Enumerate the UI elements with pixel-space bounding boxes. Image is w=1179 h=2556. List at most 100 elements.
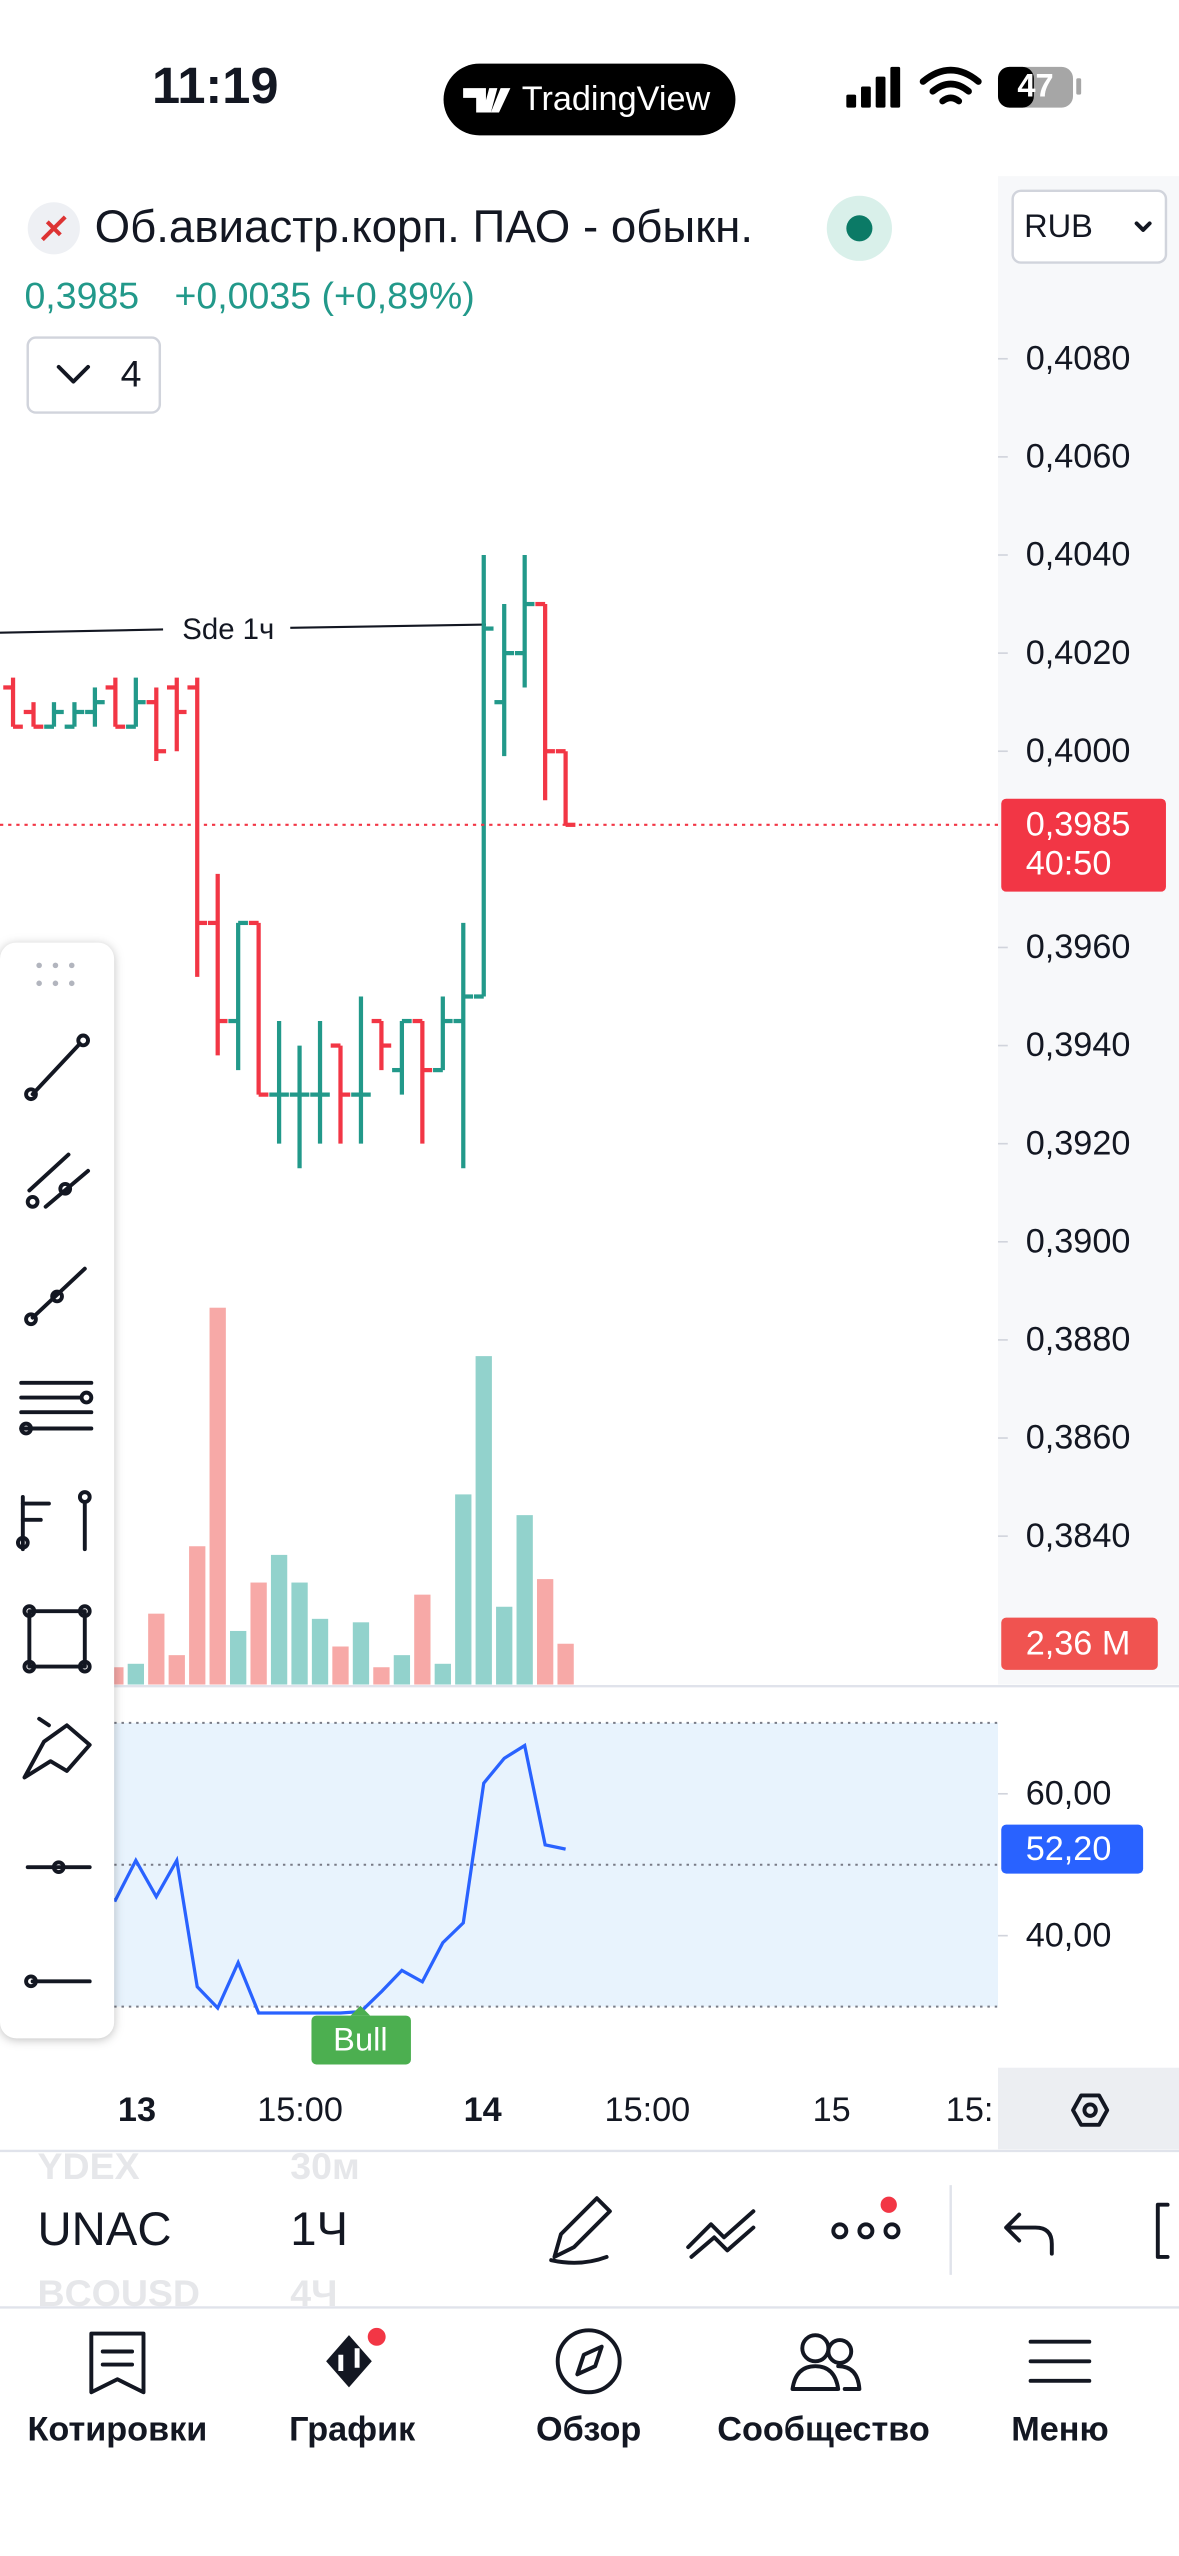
symbol-logo-mark: [40, 215, 67, 242]
volume-bar: [455, 1494, 472, 1685]
nav-chart-icon[interactable]: [326, 2327, 386, 2388]
rsi-tick-label: 40,00: [1026, 1916, 1112, 1954]
nav-label[interactable]: Котировки: [27, 2410, 207, 2448]
price-tick-label: 0,3900: [1026, 1222, 1131, 1260]
volume-bar: [414, 1594, 431, 1685]
volume-bar: [291, 1582, 308, 1685]
volume-bar: [168, 1655, 185, 1685]
last-price: 0,3985: [24, 274, 139, 316]
indicators-toggle[interactable]: [26, 336, 162, 414]
tool-pattern[interactable]: [15, 1490, 92, 1552]
volume-bar: [516, 1515, 533, 1685]
brand-pill: [443, 63, 736, 136]
symbol-current[interactable]: UNAC: [38, 2203, 172, 2256]
volume-bar: [536, 1579, 554, 1685]
interval-current[interactable]: 1Ч: [290, 2203, 348, 2256]
brand-name: TradingView: [522, 80, 711, 118]
tool-hline[interactable]: [25, 1860, 92, 1875]
volume-bar: [352, 1622, 370, 1685]
currency-select[interactable]: [1011, 189, 1168, 264]
volume-bar: [311, 1618, 329, 1685]
draw-button[interactable]: [549, 2196, 612, 2265]
symbol-name[interactable]: Об.авиастр.корп. ПАО - обыкн.: [95, 201, 753, 252]
rsi-layer: 60,00 40,00 52,20 Bull: [0, 1721, 1144, 2065]
signal-label: Bull: [333, 2020, 387, 2057]
volume-bar: [393, 1655, 411, 1685]
time-label: 15:00: [257, 2091, 343, 2129]
last-price-label: 0,3985: [1026, 805, 1131, 843]
drawing-line: [290, 623, 486, 629]
axis-settings-dot: [1082, 2102, 1098, 2118]
drawing-toolbar: [0, 942, 115, 2039]
drawing-label: Sde 1ч: [182, 613, 274, 646]
price-change: +0,0035 (+0,89%): [174, 274, 474, 316]
chart-layer: 0,4080 0,4060 0,4040 0,4020 0,4000 0,3960 0,39…: [0, 339, 1166, 2129]
tool-hray[interactable]: [24, 1974, 92, 1989]
signal-box: [311, 2015, 411, 2065]
volume-bar: [127, 1663, 144, 1685]
brand-logo: [463, 88, 511, 113]
volume-bar: [270, 1554, 288, 1685]
price-tick-label: 0,4060: [1026, 438, 1131, 476]
volume-bar: [230, 1630, 247, 1685]
tool-brush[interactable]: [22, 1716, 92, 1780]
chevron: [56, 364, 91, 384]
volume-bar: [373, 1667, 390, 1685]
nav-community-icon[interactable]: [790, 2333, 862, 2391]
settings-bg: [997, 2067, 1179, 2150]
time-label: 14: [464, 2091, 502, 2129]
price-axis-bg: [997, 176, 1179, 1685]
undo-button[interactable]: [1004, 2212, 1054, 2256]
symbol-prev[interactable]: YDEX: [38, 2145, 140, 2187]
tool-trendline[interactable]: [24, 1033, 91, 1102]
more-button[interactable]: [831, 2196, 901, 2240]
volume-bar: [209, 1307, 226, 1685]
nav-menu-icon[interactable]: [1028, 2339, 1092, 2383]
volume-label-box: [1001, 1617, 1158, 1670]
battery-text: 47: [1017, 67, 1053, 104]
time-label: 15:00: [605, 2091, 691, 2129]
price-tick-label: 0,3860: [1026, 1419, 1131, 1457]
rsi-value-box: [1001, 1824, 1144, 1874]
currency: RUB: [1024, 207, 1093, 244]
toolbar-grip: [36, 962, 75, 987]
fullscreen-button[interactable]: [1155, 2202, 1170, 2259]
volume-label: 2,36 M: [1026, 1624, 1131, 1662]
price-tick-label: 0,3840: [1026, 1517, 1131, 1555]
time-label: 13: [118, 2091, 156, 2129]
nav-label[interactable]: Сообщество: [717, 2410, 929, 2448]
indicators-button[interactable]: [686, 2209, 756, 2259]
indicator-count: 4: [121, 353, 142, 395]
volume-bar: [434, 1663, 451, 1685]
wifi-icon: [919, 67, 982, 105]
battery-level: [997, 66, 1034, 108]
tool-fib[interactable]: [19, 1380, 94, 1436]
tool-rectangle[interactable]: [22, 1604, 92, 1674]
battery-tip: [1076, 78, 1082, 95]
tool-parallel[interactable]: [25, 1152, 91, 1209]
nav-overview-icon[interactable]: [555, 2328, 622, 2395]
volume-bar: [189, 1546, 206, 1685]
nav-label[interactable]: График: [289, 2410, 416, 2448]
nav-quotes-icon[interactable]: [89, 2331, 146, 2395]
price-tick-label: 0,3920: [1026, 1124, 1131, 1162]
nav-label[interactable]: Обзор: [536, 2410, 641, 2448]
clock: 11:19: [152, 57, 279, 114]
price-tick-label: 0,3940: [1026, 1026, 1131, 1064]
price-tick-label: 0,4020: [1026, 634, 1131, 672]
tool-ray[interactable]: [24, 1266, 87, 1327]
nav-label[interactable]: Меню: [1011, 2410, 1108, 2448]
last-price-box: [1001, 798, 1166, 892]
price-tick-label: 0,4000: [1026, 732, 1131, 770]
signal-icon: [846, 66, 901, 108]
volume-bar: [148, 1613, 165, 1685]
signal-pointer: [350, 2005, 371, 2016]
interval-prev[interactable]: 30м: [290, 2145, 359, 2187]
axis-settings[interactable]: [1071, 2093, 1110, 2127]
rsi-tick-label: 60,00: [1026, 1774, 1112, 1812]
time-label: 15: [813, 2091, 851, 2129]
volume-bar: [475, 1356, 492, 1685]
time-label: 15:: [946, 2091, 994, 2129]
